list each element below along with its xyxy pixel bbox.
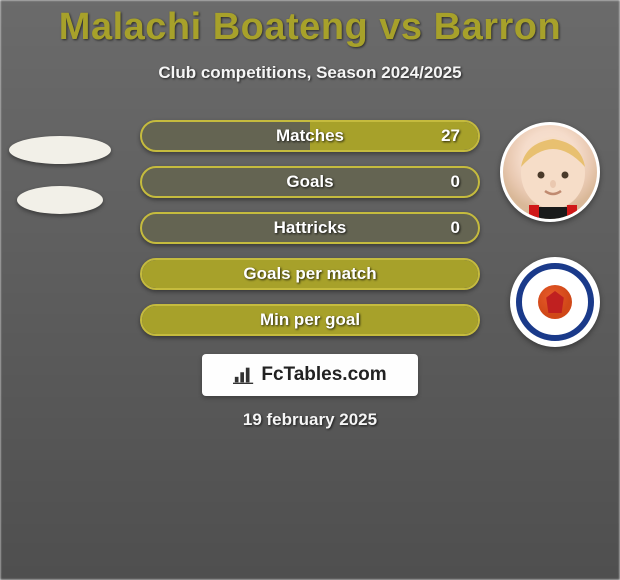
content-container: Malachi Boateng vs Barron Club competiti…: [0, 0, 620, 580]
logo-text: FcTables.com: [261, 364, 386, 386]
crest-ring-icon: [516, 263, 594, 341]
comparison-bars: Matches 27 Goals 0 Hattricks 0 Goals per match…: [140, 120, 480, 350]
placeholder-ellipse-icon: [17, 186, 103, 214]
bar-value-right: 27: [441, 126, 460, 146]
stat-bar: Min per goal: [140, 304, 480, 336]
stat-bar: Hattricks 0: [140, 212, 480, 244]
stat-bar: Goals 0: [140, 166, 480, 198]
stat-bar: Matches 27: [140, 120, 480, 152]
face-icon: [503, 125, 600, 222]
page-title: Malachi Boateng vs Barron: [0, 0, 620, 49]
player-left-avatar: [9, 120, 111, 230]
placeholder-ellipse-icon: [9, 136, 111, 164]
player-right-avatar: [500, 122, 600, 222]
club-crest: [510, 257, 600, 347]
bar-label: Hattricks: [274, 218, 347, 238]
stat-bar: Goals per match: [140, 258, 480, 290]
bar-label: Min per goal: [260, 310, 360, 330]
date-text: 19 february 2025: [0, 410, 620, 430]
fctables-logo[interactable]: FcTables.com: [202, 354, 418, 396]
bar-value-right: 0: [451, 172, 460, 192]
bar-label: Goals: [286, 172, 333, 192]
bar-label: Matches: [276, 126, 344, 146]
bar-value-right: 0: [451, 218, 460, 238]
bar-chart-icon: [233, 365, 255, 385]
page-subtitle: Club competitions, Season 2024/2025: [0, 63, 620, 83]
bar-label: Goals per match: [243, 264, 376, 284]
